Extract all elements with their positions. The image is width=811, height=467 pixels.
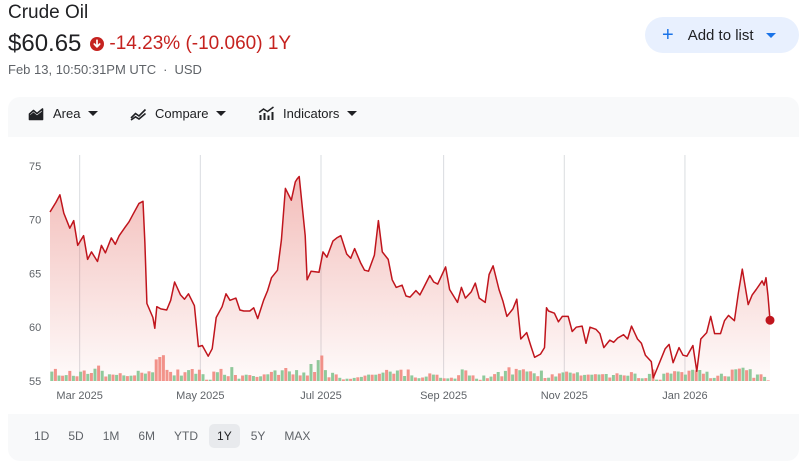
price-chart[interactable]: Mar 2025 May 2025 Jul 2025 Sep 2025 Nov 2025… <box>8 137 799 414</box>
indicators-label: Indicators <box>283 106 340 121</box>
chevron-down-icon <box>216 111 227 116</box>
chevron-down-icon <box>88 111 99 116</box>
page-title: Crude Oil <box>8 2 89 23</box>
x-tick-label: May 2025 <box>176 390 224 402</box>
range-5d[interactable]: 5D <box>68 429 84 443</box>
range-ytd[interactable]: YTD <box>174 429 199 443</box>
indicators-icon <box>258 106 274 120</box>
last-price-marker <box>765 315 775 325</box>
separator-dot: · <box>163 62 168 77</box>
chart-panel: Area Compare Indicators Mar 2025 May 2025 <box>8 97 799 461</box>
add-to-list-button[interactable]: + Add to list <box>645 17 799 53</box>
indicators-button[interactable]: Indicators <box>258 106 358 121</box>
y-tick-label: 60 <box>29 322 41 334</box>
range-1d[interactable]: 1D <box>34 429 50 443</box>
quote-meta: Feb 13, 10:50:31PM UTC · USD <box>8 62 202 77</box>
price-area-fill <box>50 176 770 381</box>
timestamp: Feb 13, 10:50:31PM UTC <box>8 62 157 77</box>
area-chart-type-button[interactable]: Area <box>28 106 99 121</box>
range-1m[interactable]: 1M <box>102 429 120 443</box>
price-row: $60.65 -14.23% (-10.060) 1Y <box>8 30 291 58</box>
y-tick-label: 55 <box>29 376 41 388</box>
compare-icon <box>130 108 147 121</box>
add-to-list-label: Add to list <box>687 26 754 44</box>
x-tick-label: Jul 2025 <box>300 390 342 402</box>
range-selector: 1D 5D 1M 6M YTD 1Y 5Y MAX <box>8 424 321 450</box>
chart-area[interactable]: Mar 2025 May 2025 Jul 2025 Sep 2025 Nov 2025… <box>8 137 799 414</box>
arrow-down-circle-icon <box>90 37 105 51</box>
area-label: Area <box>53 106 81 121</box>
range-max[interactable]: MAX <box>284 429 311 443</box>
chevron-down-icon <box>347 111 358 116</box>
y-tick-label: 75 <box>29 161 41 173</box>
compare-label: Compare <box>155 106 209 121</box>
x-tick-label: Nov 2025 <box>541 390 588 402</box>
range-5y[interactable]: 5Y <box>250 429 266 443</box>
currency: USD <box>174 62 202 77</box>
x-tick-label: Jan 2026 <box>662 390 707 402</box>
x-tick-label: Mar 2025 <box>56 390 102 402</box>
range-6m[interactable]: 6M <box>138 429 156 443</box>
x-tick-label: Sep 2025 <box>420 390 467 402</box>
chart-toolbar: Area Compare Indicators <box>8 97 799 137</box>
y-tick-label: 65 <box>29 268 41 280</box>
range-1y[interactable]: 1Y <box>209 424 240 448</box>
price-change: -14.23% (-10.060) 1Y <box>109 33 292 54</box>
current-price: $60.65 <box>8 30 82 57</box>
chevron-down-icon <box>765 32 776 38</box>
area-chart-icon <box>28 107 44 120</box>
compare-button[interactable]: Compare <box>130 106 227 121</box>
price-line <box>49 175 771 379</box>
y-tick-label: 70 <box>29 215 41 227</box>
plus-icon: + <box>662 24 674 46</box>
